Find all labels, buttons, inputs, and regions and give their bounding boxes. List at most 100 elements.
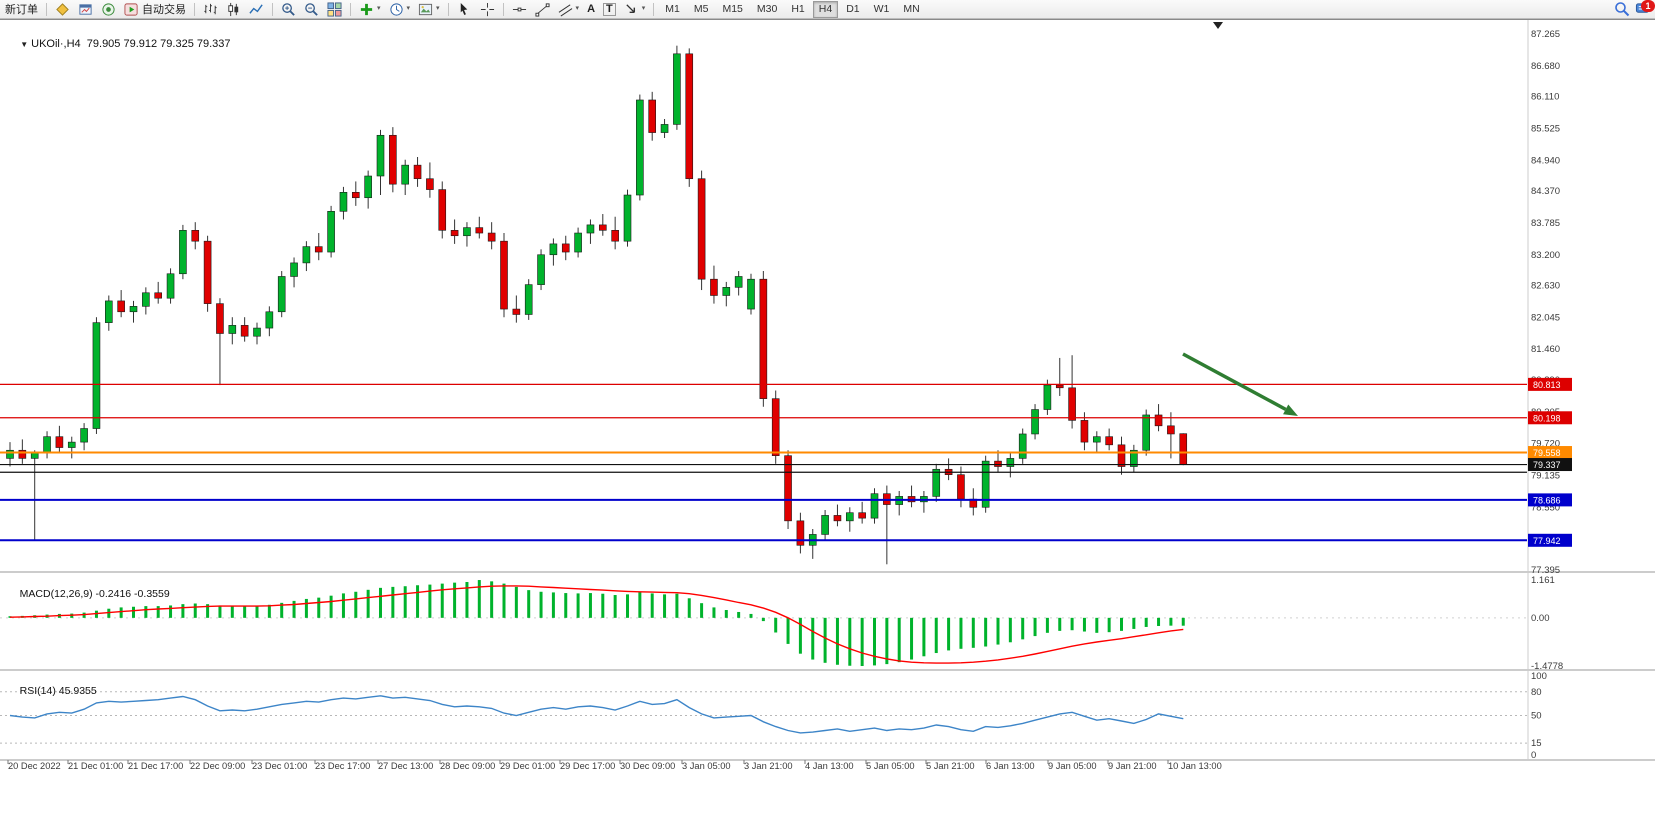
price-axis-label: 82.630 [1531,281,1560,292]
toolbar-separator [447,2,449,16]
tile-windows-icon[interactable] [324,1,345,17]
dropdown-caret-icon[interactable]: ▾ [641,5,646,12]
search-icon[interactable] [1611,1,1633,17]
price-axis-label: 85.525 [1531,123,1560,134]
tf-button-h4[interactable]: H4 [812,0,839,18]
candle [450,230,459,237]
price-axis-label: 86.680 [1531,61,1560,72]
trend-arrow[interactable] [1182,352,1298,416]
candle [611,230,619,242]
price-axis-label: 82.045 [1531,312,1560,323]
candle [1031,409,1039,435]
tf-button-m30[interactable]: M30 [756,2,778,15]
dropdown-caret-icon[interactable]: ▾ [436,5,440,12]
candle [1130,449,1138,467]
price-tags: 80.813 80.198 79.558 79.337 78.686 77.942 [1528,377,1572,547]
data-window-icon[interactable] [98,1,119,17]
price-axis-label: 79.720 [1531,439,1560,450]
rsi-pane [9,695,1184,734]
periods-icon[interactable]: ▾ [386,1,414,17]
autotrade-label: 自动交易 [142,4,186,16]
new-order-button[interactable]: 新订单 [2,1,41,17]
label-tool-label: T [603,2,616,16]
candle [129,306,138,313]
candle [438,189,447,231]
hline-tool-icon[interactable] [509,1,530,17]
time-axis-label: 6 Jan 13:00 [986,761,1035,771]
candlestick-chart-icon[interactable] [223,1,244,17]
candle [240,325,249,337]
candle [475,227,484,234]
candle [821,515,829,535]
rsi-axis-label: 80 [1531,687,1542,698]
price-axis-label: 83.785 [1531,218,1560,229]
candle [524,284,533,315]
templates-icon[interactable]: ▾ [415,1,443,17]
chart-window[interactable]: 87.265 86.680 86.110 85.525 84.940 84.370 83.7… [0,19,1655,821]
cursor-icon[interactable] [454,1,475,17]
tf-button-m1[interactable]: M1 [665,2,680,15]
tf-button-d1[interactable]: D1 [846,2,860,15]
trendline-tool-icon[interactable] [532,1,553,17]
candle [105,300,113,323]
candle [549,243,558,256]
candle [1093,436,1101,443]
candle [759,278,768,399]
tf-button-h1[interactable]: H1 [791,2,805,15]
dropdown-caret-icon[interactable]: ▾ [406,5,411,12]
time-axis-label: 22 Dec 09:00 [190,761,245,771]
dropdown-caret-icon[interactable]: ▾ [377,5,381,12]
indicators-icon[interactable]: ▾ [356,1,384,17]
tf-button-m5[interactable]: M5 [693,2,709,15]
text-tool-icon[interactable]: A [584,1,598,17]
line-chart-icon[interactable] [246,1,267,17]
time-axis-label: 23 Dec 17:00 [315,761,370,771]
zoom-in-icon[interactable] [278,1,299,17]
candle [673,53,681,125]
candle [216,303,224,334]
dropdown-caret-icon[interactable]: ▾ [575,5,580,12]
zoom-out-icon[interactable] [301,1,322,17]
chevron-down-icon[interactable]: ▼ [20,40,29,49]
candle [327,211,335,253]
text-tool-label: A [587,3,596,15]
trend-arrow-line[interactable] [1182,352,1287,411]
time-axis-label: 21 Dec 01:00 [68,761,123,771]
tf-button-m15[interactable]: M15 [722,2,743,15]
candle [277,276,286,313]
candle [1167,425,1175,435]
label-tool-icon[interactable]: T [600,1,619,17]
candle [265,311,274,329]
candle [858,512,866,519]
candle [598,224,607,231]
crosshair-icon[interactable] [477,1,498,17]
price-tag [1528,458,1572,472]
market-watch-icon[interactable] [75,1,96,17]
candle [932,468,941,497]
tf-button-mn[interactable]: MN [903,2,920,15]
tf-button-w1[interactable]: W1 [873,2,890,15]
candle [55,436,64,448]
trend-arrow-head[interactable] [1283,404,1298,416]
price-tag-label: 77.942 [1533,536,1561,546]
toolbar-separator [272,2,273,16]
chart-shift-marker-icon[interactable] [1213,22,1223,29]
candle [796,520,805,546]
price-axis-label: 86.110 [1531,92,1559,103]
macd-axis-label: 0.00 [1531,613,1550,624]
bar-chart-icon[interactable] [200,1,221,17]
arrows-tool-icon[interactable]: ▾ [621,1,649,17]
pane-separators[interactable] [0,20,1655,761]
channel-tool-icon[interactable]: ▾ [555,1,583,17]
profiles-icon[interactable] [52,1,73,17]
autotrade-button[interactable]: 自动交易 [121,1,189,17]
notifications-icon[interactable]: 1 [1635,0,1655,17]
time-axis-label: 30 Dec 09:00 [620,761,675,771]
price-tag-label: 80.198 [1533,413,1561,423]
price-axis-label: 77.395 [1531,565,1560,576]
chart-canvas[interactable]: 87.265 86.680 86.110 85.525 84.940 84.370 83.7… [0,20,1655,821]
horizontal-lines[interactable] [0,383,1527,542]
candle [426,178,434,190]
candle [203,240,212,304]
price-tag-label: 79.337 [1533,460,1561,470]
